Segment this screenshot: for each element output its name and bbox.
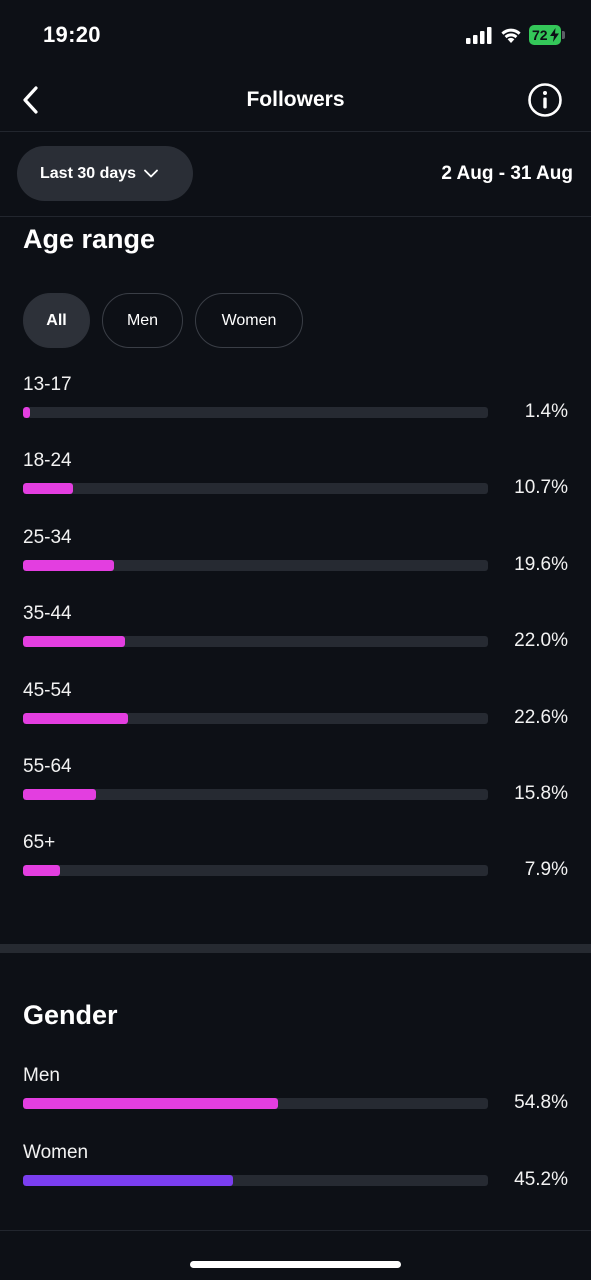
chevron-left-icon [23,86,38,114]
bar-track [23,483,488,495]
bar-label: 55-64 [23,756,72,777]
bar-label: 13-17 [23,374,72,395]
back-button[interactable] [14,82,48,118]
charging-bolt-icon [550,28,559,42]
bar-value: 45.2% [514,1168,568,1190]
chip-all[interactable]: All [23,293,90,348]
gender-title: Gender [23,1000,118,1030]
bar-value: 15.8% [514,783,568,804]
bar-label: 18-24 [23,450,72,472]
battery-cap [562,31,565,39]
chip-men[interactable]: Men [102,293,183,348]
bar-fill [23,712,129,724]
bar-fill [23,1098,278,1109]
bar-fill [23,559,115,571]
age-range-row: 65+ 7.9% [23,832,568,892]
bar-fill [23,636,126,648]
status-bar: 19:20 72 [0,0,591,70]
wifi-icon [501,28,521,43]
bar-fill [23,1174,234,1186]
bar-value: 19.6% [514,553,568,575]
bar-track [23,865,488,877]
bar-label: Women [23,1141,89,1163]
age-range-row: 18-24 10.7% [23,450,568,510]
bar-label: 65+ [23,832,56,854]
bar-value: 10.7% [514,477,568,499]
bar-track [23,559,488,571]
bar-value: 7.9% [524,859,568,881]
bottom-divider [0,1230,591,1231]
age-range-row: 35-44 22.0% [23,603,568,663]
chip-women[interactable]: Women [195,293,303,348]
date-range-text: 2 Aug - 31 Aug [441,163,573,184]
info-icon[interactable] [527,82,563,118]
age-range-row: 55-64 15.8% [23,756,568,816]
battery-level: 72 [529,25,561,45]
bar-track [23,1174,488,1186]
gender-row: Women 45.2% [23,1142,568,1202]
bar-fill [23,407,30,418]
bar-label: 45-54 [23,679,72,701]
page-title: Followers [246,88,345,111]
bar-label: Men [23,1065,60,1086]
filter-bar: Last 30 days 2 Aug - 31 Aug [0,132,591,217]
bar-track [23,789,488,800]
battery-icon: 72 [529,25,565,45]
cellular-signal-icon [466,27,492,44]
bar-track [23,1098,488,1109]
bar-fill [23,789,97,800]
bar-track [23,636,488,648]
chevron-down-icon [144,169,158,178]
bar-label: 25-34 [23,526,72,548]
bar-fill [23,865,60,877]
bar-label: 35-44 [23,603,72,625]
age-filter-chips: All Men Women [23,293,303,348]
gender-row: Men 54.8% [23,1065,568,1125]
date-range-dropdown-label: Last 30 days [40,164,137,182]
bar-value: 1.4% [524,401,568,422]
date-range-dropdown[interactable]: Last 30 days [17,146,193,201]
bar-value: 22.0% [514,630,568,652]
age-range-row: 13-17 1.4% [23,374,568,434]
bar-fill [23,483,73,495]
bar-track [23,712,488,724]
age-range-title: Age range [23,224,156,254]
bar-value: 54.8% [514,1092,568,1113]
age-range-row: 45-54 22.6% [23,680,568,740]
header: Followers [0,70,591,132]
home-indicator [190,1261,401,1268]
bar-track [23,407,488,418]
bar-value: 22.6% [514,706,568,728]
section-divider [0,944,591,953]
status-time: 19:20 [43,22,101,47]
age-range-row: 25-34 19.6% [23,527,568,587]
